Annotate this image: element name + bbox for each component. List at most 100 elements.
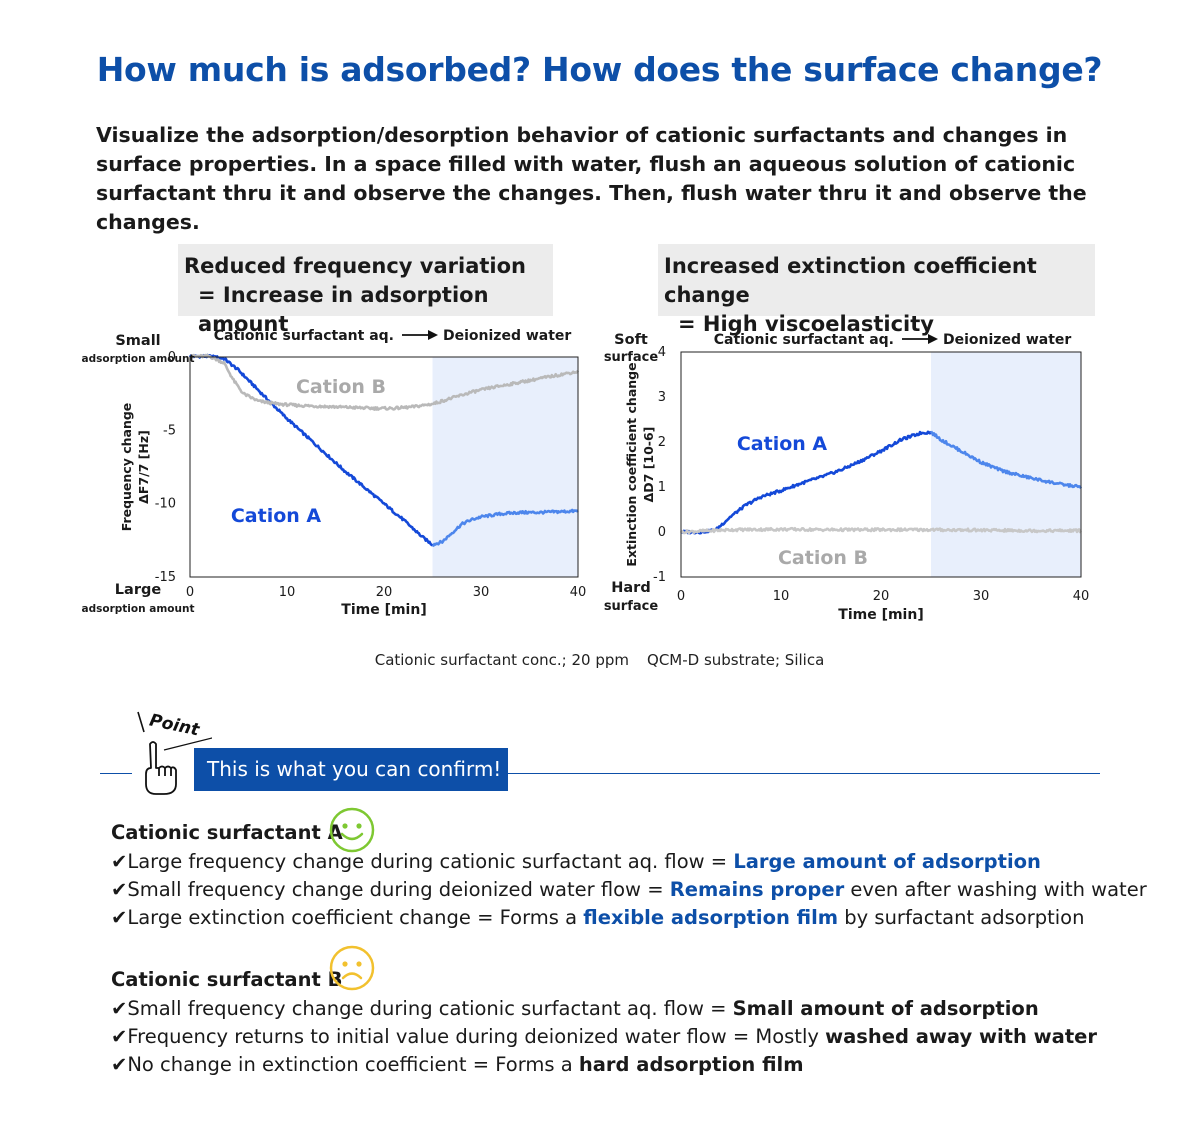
y-tick-label: 2: [658, 435, 666, 450]
check-icon: ✔: [111, 850, 128, 873]
y-axis-title-line-1: Extinction coefficient change: [624, 362, 639, 566]
series-line: [680, 430, 933, 535]
item-text-after: even after washing with water: [844, 878, 1147, 901]
x-tick-label: 30: [473, 585, 490, 600]
section-title: Cationic surfactant A: [111, 821, 343, 844]
y-bottom-label: Hard: [611, 580, 650, 596]
washing-region: [931, 352, 1081, 577]
check-icon: ✔: [111, 997, 128, 1020]
y-axis-title-line-2: ΔF7/7 [Hz]: [136, 430, 151, 504]
item-text: Large extinction coefficient change = Fo…: [127, 906, 584, 929]
caption-substrate: QCM-D substrate; Silica: [647, 651, 825, 669]
item-highlight: washed away with water: [825, 1025, 1098, 1048]
y-tick-label: -10: [155, 497, 176, 512]
y-top-sublabel: adsorption amount: [82, 353, 195, 365]
caption-concentration: Cationic surfactant conc.; 20 ppm: [374, 651, 630, 669]
point-divider-right: [508, 773, 1100, 774]
series-line: [929, 430, 1083, 490]
check-icon: ✔: [111, 1025, 128, 1048]
y-top-sublabel: surface: [604, 350, 659, 365]
item-text: No change in extinction coefficient = Fo…: [127, 1053, 579, 1076]
y-tick-label: 1: [658, 480, 666, 495]
callout-line-2: = High viscoelasticity: [678, 312, 934, 336]
series-label: Cation A: [231, 505, 322, 527]
y-bottom-sublabel: surface: [604, 599, 659, 614]
x-tick-label: 40: [570, 585, 587, 600]
x-tick-label: 10: [773, 589, 790, 604]
item-highlight: Small amount of adsorption: [732, 997, 1039, 1020]
smile-icon: [329, 807, 375, 853]
y-bottom-label: Large: [115, 582, 162, 598]
x-tick-label: 20: [376, 585, 393, 600]
list-item: ✔Small frequency change during deionized…: [111, 876, 1147, 904]
x-tick-label: 30: [973, 589, 990, 604]
series-line: [432, 508, 579, 547]
point-tick-line: [137, 711, 145, 733]
hand-icon: [145, 741, 177, 795]
x-tick-label: 40: [1073, 589, 1090, 604]
section-cation-b: Cationic surfactant B ✔Small frequency c…: [111, 965, 1111, 1079]
list-item: ✔No change in extinction coefficient = F…: [111, 1051, 1111, 1079]
y-top-label: Soft: [614, 332, 648, 348]
x-tick-label: 20: [873, 589, 890, 604]
frequency-callout: Reduced frequency variation = Increase i…: [178, 244, 553, 336]
series-line: [679, 526, 1082, 535]
finding-list: ✔Small frequency change during cationic …: [111, 995, 1111, 1079]
phase-label-surfactant: Cationic surfactant aq.: [214, 328, 394, 344]
section-title: Cationic surfactant B: [111, 968, 343, 991]
item-highlight: Remains proper: [669, 878, 845, 901]
callout-line-1: Increased extinction coefficient change: [664, 254, 1037, 307]
x-axis-title: Time [min]: [838, 607, 923, 623]
intro-text: Visualize the adsorption/desorption beha…: [96, 123, 1087, 234]
washing-region: [432, 357, 578, 577]
y-axis-title-line-1: Frequency change: [119, 403, 134, 532]
series-label: Cation B: [296, 376, 386, 398]
figure-caption: Cationic surfactant conc.; 20 ppm QCM-D s…: [0, 651, 1199, 669]
confirm-banner: This is what you can confirm!: [194, 748, 508, 791]
check-icon: ✔: [111, 1053, 128, 1076]
series-label: Cation B: [778, 547, 868, 569]
y-axis-title: Frequency change ΔF7/7 [Hz]: [119, 403, 151, 532]
y-axis-title-line-2: ΔD7 [10-6]: [641, 427, 656, 503]
x-tick-label: 0: [186, 585, 194, 600]
section-cation-a: Cationic surfactant A ✔Large frequency c…: [111, 818, 1147, 932]
x-tick-label: 10: [279, 585, 296, 600]
point-hand-icon: Point: [137, 710, 212, 795]
series-label: Cation A: [737, 433, 828, 455]
point-underline: [163, 737, 212, 751]
callout-line-1: Reduced frequency variation: [184, 254, 526, 278]
item-highlight: Large amount of adsorption: [733, 850, 1041, 873]
y-tick-label: 4: [658, 345, 666, 360]
item-text: Small frequency change during deionized …: [127, 878, 670, 901]
x-tick-label: 0: [677, 589, 685, 604]
y-tick-label: -15: [155, 570, 176, 585]
list-item: ✔Frequency returns to initial value duri…: [111, 1023, 1111, 1051]
item-text: Frequency returns to initial value durin…: [127, 1025, 826, 1048]
arrow-head-icon: [428, 330, 438, 340]
check-icon: ✔: [111, 878, 128, 901]
list-item: ✔Large frequency change during cationic …: [111, 848, 1111, 876]
series-line: [189, 353, 580, 411]
extinction-callout: Increased extinction coefficient change …: [658, 244, 1095, 336]
list-item: ✔Large extinction coefficient change = F…: [111, 904, 1111, 932]
plot-frame: [189, 356, 579, 578]
item-highlight: flexible adsorption film: [583, 906, 839, 929]
frown-icon: [329, 945, 375, 991]
y-bottom-sublabel: adsorption amount: [82, 603, 195, 615]
point-divider-left: [100, 773, 132, 774]
y-top-label: Small: [115, 333, 160, 349]
item-highlight: hard adsorption film: [578, 1053, 804, 1076]
check-icon: ✔: [111, 906, 128, 929]
x-axis-title: Time [min]: [341, 602, 426, 618]
y-tick-label: 3: [658, 390, 666, 405]
series-line: [188, 353, 434, 547]
point-label: Point: [148, 710, 202, 740]
page-title: How much is adsorbed? How does the surfa…: [96, 50, 1103, 89]
frequency-chart: 0 10 20 30 40 0 -5 -10 -15 Time [min] Frequency ch…: [82, 328, 587, 618]
y-axis-title: Extinction coefficient change ΔD7 [10-6]: [624, 362, 656, 566]
phase-label-water: Deionized water: [443, 328, 571, 344]
y-tick-label: -5: [163, 423, 176, 438]
plot-frame: [680, 351, 1082, 578]
y-tick-label: -1: [653, 570, 666, 585]
y-tick-label: 0: [168, 350, 176, 365]
